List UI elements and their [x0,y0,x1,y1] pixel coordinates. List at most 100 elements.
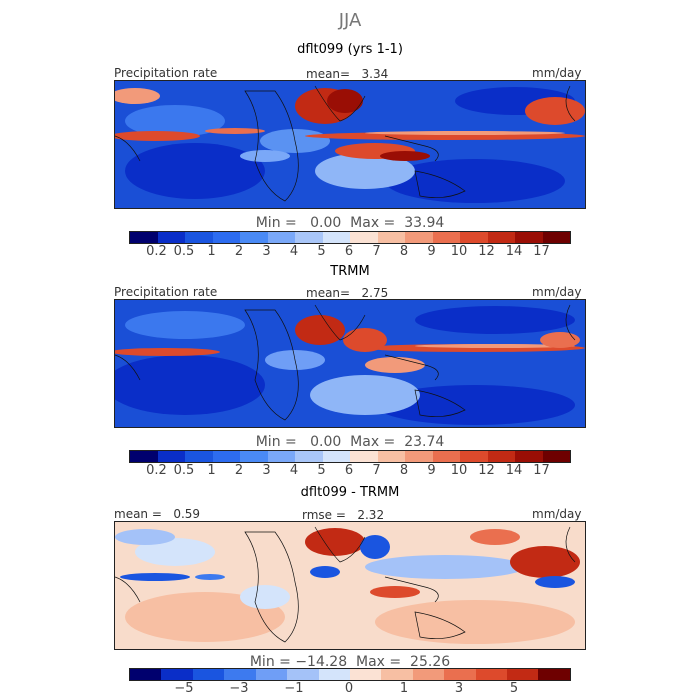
colorbar-swatch [322,451,350,462]
colorbar-swatch [475,669,508,680]
colorbar-tick-label: 2 [234,463,244,478]
colorbar-tick-label: 3 [262,463,271,478]
colorbar-tick-label: 3 [262,244,271,259]
colorbar-tick-label: 10 [450,463,468,478]
panel3-colorbar-ticks: −5 −3 −1 0 1 3 5 [129,681,569,697]
colorbar-swatch [377,451,405,462]
colorbar-swatch [432,232,460,243]
colorbar-tick-label: 8 [399,244,409,259]
panel1-minmax: Min = 0.00 Max = 33.94 [255,215,445,231]
colorbar-swatch [212,451,240,462]
panel3-rmse-label: rmse = 2.32 [302,508,385,522]
colorbar-swatch [295,451,323,462]
colorbar-tick-label: 0.2 [146,463,167,478]
panel3-minmax: Min = −14.28 Max = 25.26 [249,654,451,670]
colorbar-tick-label: 0 [344,681,354,696]
panel2-map-graphic [115,300,585,427]
colorbar-swatch [487,232,515,243]
colorbar-tick-label: 1 [207,463,216,478]
panel2-field-label: Precipitation rate [114,285,218,299]
colorbar-swatch [130,669,162,680]
colorbar-swatch [349,669,382,680]
colorbar-swatch [515,232,543,243]
colorbar-tick-label: 5 [317,244,326,259]
panel3-units-label: mm/day [532,507,582,521]
colorbar-swatch [295,232,323,243]
colorbar-tick-label: 6 [344,244,354,259]
colorbar-swatch [542,451,570,462]
colorbar-swatch [350,451,378,462]
colorbar-swatch [350,232,378,243]
colorbar-tick-label: 14 [505,463,523,478]
colorbar-tick-label: −3 [229,681,249,696]
panel3-colorbar [129,668,571,681]
colorbar-swatch [212,232,240,243]
colorbar-swatch [444,669,476,680]
colorbar-tick-label: 7 [372,463,381,478]
colorbar-swatch [130,451,158,462]
colorbar-swatch [240,232,268,243]
panel3-title: dflt099 - TRMM [300,485,400,500]
colorbar-tick-label: 8 [399,463,409,478]
colorbar-tick-label: 0.5 [173,244,195,259]
panel2-colorbar-ticks: 0.2 0.5 1 2 3 4 5 6 7 8 9 10 12 14 17 [129,463,569,479]
colorbar-tick-label: −5 [174,681,194,696]
panel3-difference-map [114,521,586,650]
colorbar-tick-label: 1 [207,244,216,259]
colorbar-tick-label: 9 [427,463,436,478]
colorbar-swatch [515,451,543,462]
colorbar-tick-label: 17 [533,463,550,478]
panel2-precip-map [114,299,586,428]
panel1-colorbar [129,231,571,244]
colorbar-tick-label: 3 [454,681,464,696]
colorbar-swatch [240,451,268,462]
colorbar-tick-label: 7 [372,244,381,259]
colorbar-swatch [185,451,213,462]
colorbar-tick-label: −1 [284,681,304,696]
colorbar-swatch [538,669,570,680]
colorbar-tick-label: 0.5 [173,463,195,478]
colorbar-tick-label: 4 [289,244,299,259]
colorbar-tick-label: 1 [399,681,409,696]
colorbar-tick-label: 4 [289,463,299,478]
panel1-precip-map [114,80,586,209]
colorbar-swatch [507,669,539,680]
colorbar-swatch [405,232,433,243]
colorbar-swatch [318,669,350,680]
colorbar-swatch [192,669,225,680]
panel3-mean-label: mean = 0.59 [114,507,201,521]
colorbar-tick-label: 12 [478,463,495,478]
colorbar-swatch [267,232,295,243]
colorbar-tick-label: 5 [509,681,519,696]
panel1-field-label: Precipitation rate [114,66,218,80]
panel2-units-label: mm/day [532,285,582,299]
panel1-title: dflt099 (yrs 1-1) [297,42,403,57]
panel2-colorbar [129,450,571,463]
colorbar-swatch [460,451,488,462]
season-title: JJA [338,10,362,31]
panel2-title: TRMM [330,264,370,279]
panel1-map-graphic [115,81,585,208]
colorbar-tick-label: 12 [478,244,495,259]
colorbar-swatch [157,232,185,243]
colorbar-tick-label: 9 [427,244,436,259]
colorbar-tick-label: 2 [234,244,244,259]
colorbar-swatch [432,451,460,462]
colorbar-tick-label: 10 [450,244,468,259]
colorbar-tick-label: 14 [505,244,523,259]
panel3-map-graphic [115,522,585,649]
colorbar-swatch [322,232,350,243]
colorbar-tick-label: 6 [344,463,354,478]
colorbar-swatch [460,232,488,243]
panel1-colorbar-ticks: 0.2 0.5 1 2 3 4 5 6 7 8 9 10 12 14 17 [129,244,569,260]
colorbar-swatch [412,669,445,680]
panel1-mean-label: mean= 3.34 [306,67,389,81]
colorbar-tick-label: 17 [533,244,550,259]
panel1-units-label: mm/day [532,66,582,80]
colorbar-swatch [405,451,433,462]
colorbar-tick-label: 5 [317,463,326,478]
colorbar-swatch [267,451,295,462]
colorbar-swatch [185,232,213,243]
colorbar-swatch [487,451,515,462]
colorbar-swatch [255,669,288,680]
